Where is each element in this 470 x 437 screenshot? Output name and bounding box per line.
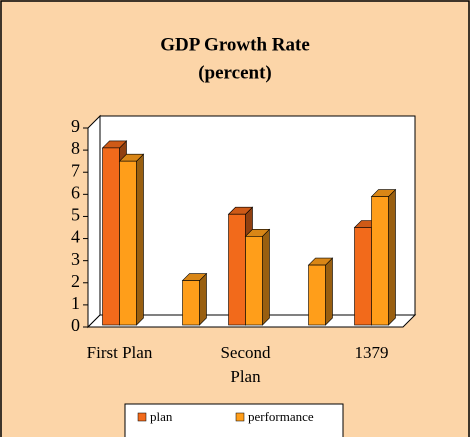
y-tick-label: 0 bbox=[71, 315, 80, 335]
bar-front bbox=[102, 147, 120, 326]
bar-front bbox=[308, 264, 326, 326]
y-tick-label: 2 bbox=[71, 271, 80, 291]
bar-front bbox=[245, 236, 263, 326]
y-tick-label: 1 bbox=[71, 293, 80, 313]
legend-label: plan bbox=[150, 409, 173, 424]
bar bbox=[307, 257, 334, 326]
bar-front bbox=[371, 196, 389, 326]
bar-side bbox=[262, 228, 270, 326]
bar bbox=[244, 228, 271, 326]
y-tick-label: 4 bbox=[71, 227, 80, 247]
bar-side bbox=[325, 257, 333, 326]
y-tick-label: 6 bbox=[71, 182, 80, 202]
y-tick-label: 8 bbox=[71, 138, 80, 158]
bar bbox=[118, 153, 145, 326]
chart-subtitle: (percent) bbox=[198, 62, 272, 83]
legend-box bbox=[124, 403, 344, 437]
bar bbox=[370, 188, 397, 326]
y-tick-label: 3 bbox=[71, 249, 80, 269]
bar bbox=[181, 272, 208, 326]
bar-front bbox=[354, 227, 372, 326]
y-tick-label: 7 bbox=[71, 160, 80, 180]
side-wall bbox=[87, 114, 101, 329]
x-tick-label: First Plan bbox=[86, 343, 153, 362]
legend-label: performance bbox=[248, 409, 314, 424]
bar-side bbox=[199, 272, 207, 326]
bar-side bbox=[388, 188, 396, 326]
legend-swatch bbox=[137, 412, 147, 422]
bar-front bbox=[119, 160, 137, 326]
bar-front bbox=[228, 213, 246, 326]
y-tick-label: 5 bbox=[71, 205, 80, 225]
legend-swatch bbox=[235, 412, 245, 422]
x-tick-label: 1379 bbox=[354, 343, 389, 362]
chart-title: GDP Growth Rate bbox=[160, 34, 310, 55]
bar-side bbox=[136, 153, 144, 326]
bar-front bbox=[182, 280, 200, 326]
y-tick-label: 9 bbox=[71, 116, 80, 136]
x-tick-label: Second Plan bbox=[220, 343, 271, 386]
